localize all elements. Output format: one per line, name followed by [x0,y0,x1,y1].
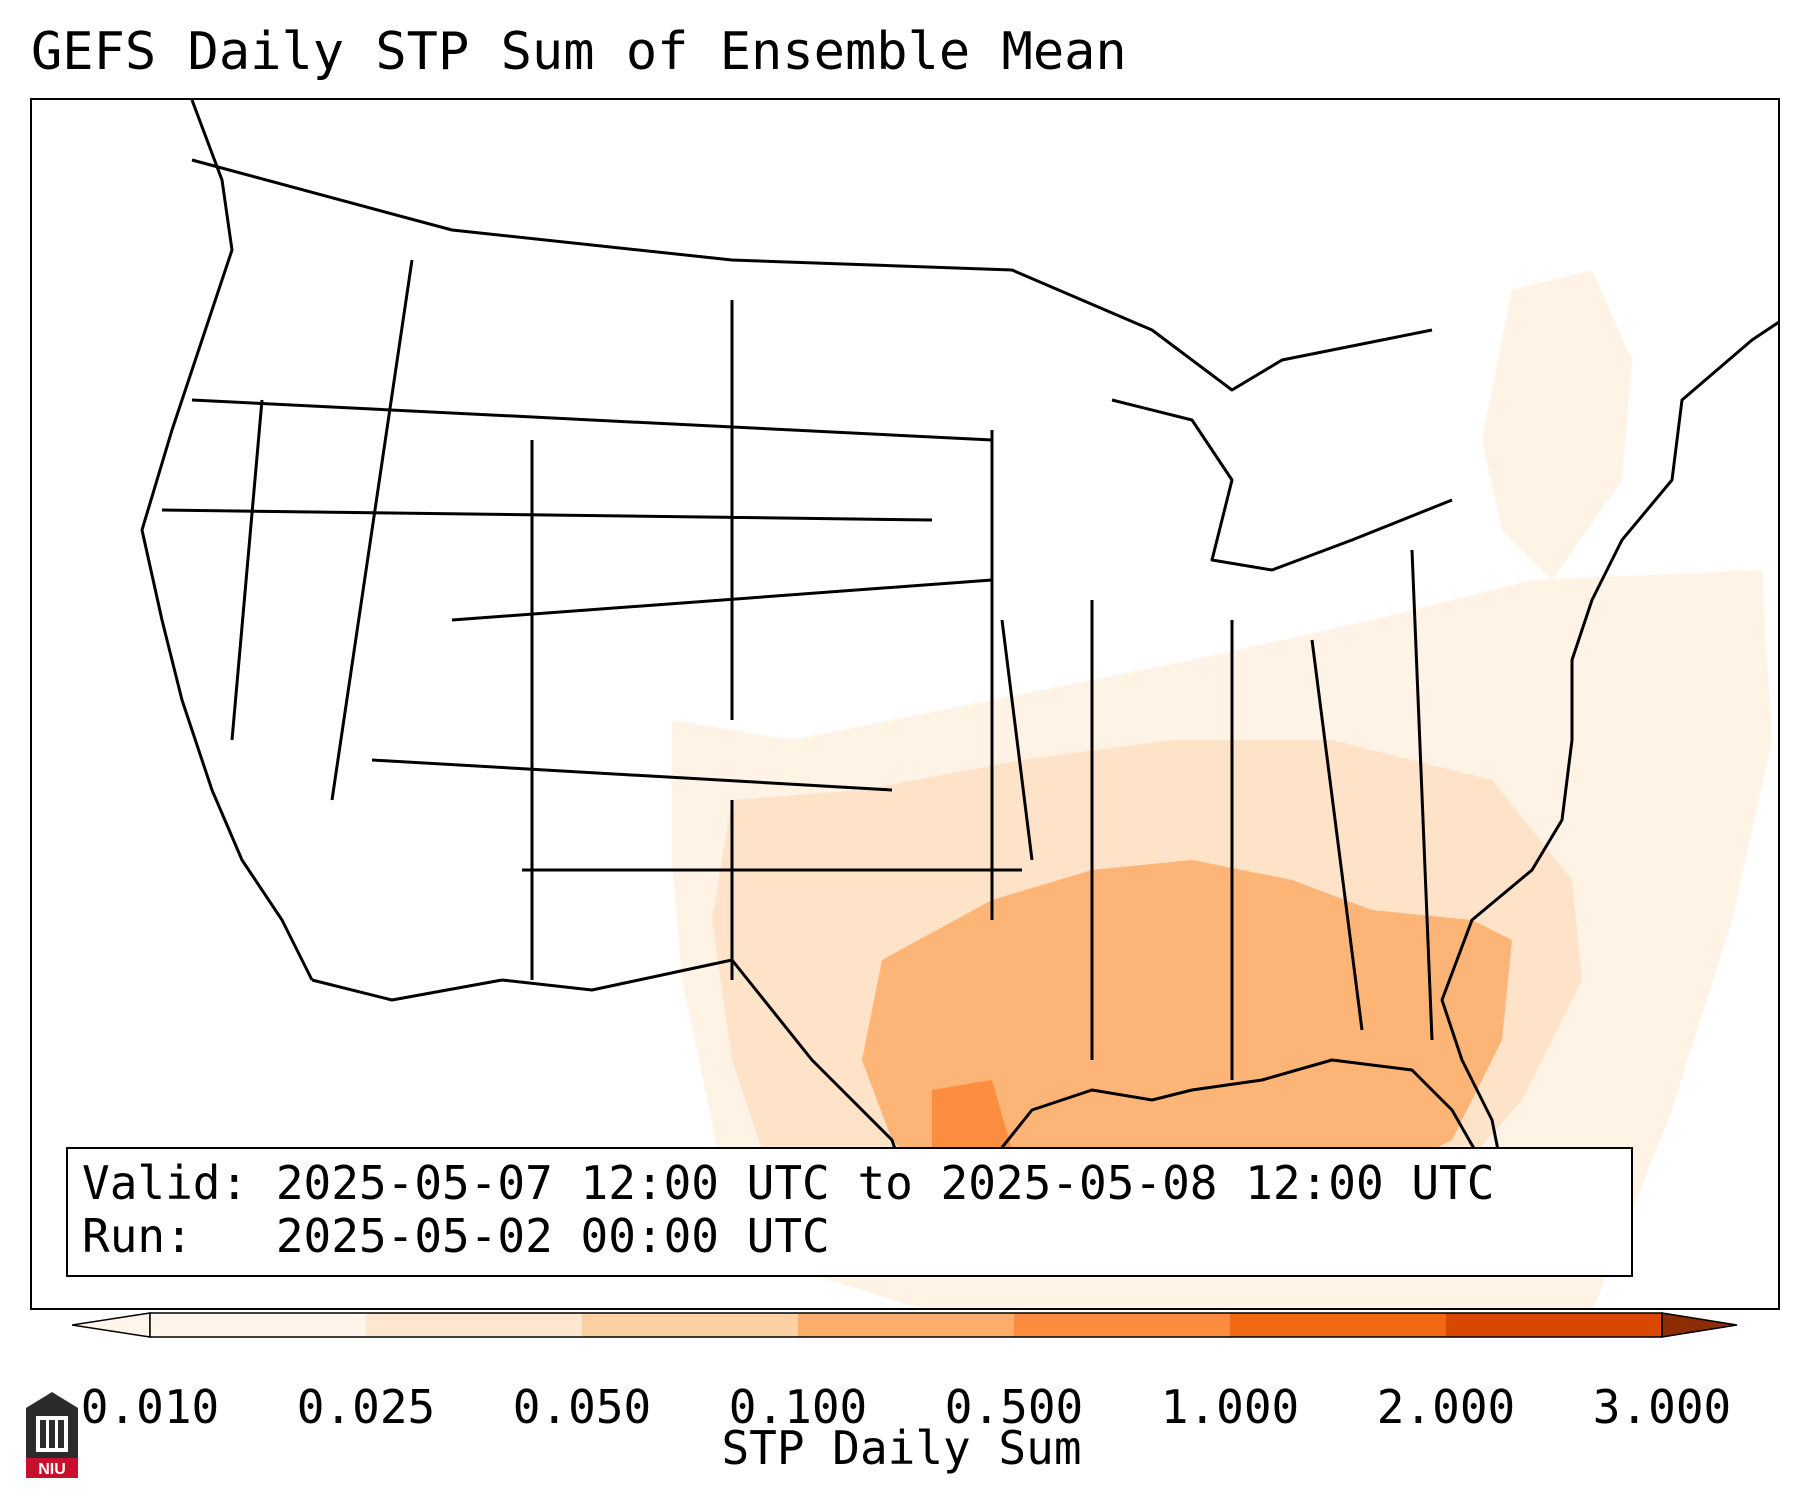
colorbar-tick-label: 2.000 [1376,1380,1516,1434]
niu-logo: NIU [26,1392,78,1478]
great-lakes [1111,398,1453,572]
colorbar-tick-label: 0.010 [80,1380,220,1434]
logo-text: NIU [38,1461,66,1478]
map-title: GEFS Daily STP Sum of Ensemble Mean [31,22,1127,82]
colorbar-label: STP Daily Sum [721,1421,1082,1475]
canada-border [191,158,1433,392]
colorbar-tick-label: 1.000 [1160,1380,1300,1434]
colorbar-under-triangle [72,1312,151,1338]
colorbar-bin [1446,1313,1663,1337]
colorbar-bin [1014,1313,1231,1337]
stp-level3-region [862,860,1512,1200]
colorbar-over-triangle [1661,1312,1738,1338]
colorbar-tick-label: 0.100 [728,1380,868,1434]
colorbar-tick-label: 0.050 [512,1380,652,1434]
atlantic-coast [1440,320,1778,1221]
colorbar-outline [149,1312,1663,1338]
colorbar-tick-label: 3.000 [1592,1380,1732,1434]
map-canvas [140,100,1778,1308]
colorbar-bin [798,1313,1015,1337]
colorbar-tick-label: 0.025 [296,1380,436,1434]
valid-run-box: Valid: 2025-05-07 12:00 UTC to 2025-05-0… [66,1147,1633,1277]
colorbar-bin [582,1313,799,1337]
colorbar-bin [366,1313,583,1337]
boundaries [140,100,1778,1222]
gulf-coast [501,958,1514,1222]
stp-level1-region-ne [1482,270,1632,580]
stp-field [672,270,1772,1308]
run-time-text: Run: 2025-05-02 00:00 UTC [82,1209,830,1263]
valid-time-text: Valid: 2025-05-07 12:00 UTC to 2025-05-0… [82,1156,1495,1210]
colorbar-bin [150,1313,367,1337]
colorbar-bins [150,1313,1663,1337]
map-panel [30,98,1780,1310]
colorbar-tick-label: 0.500 [944,1380,1084,1434]
state-line-1 [161,300,1034,920]
state-line-2 [230,259,1434,1080]
mexico-border [311,978,503,1002]
west-coast [140,100,314,981]
colorbar-bin [1230,1313,1447,1337]
colorbar [72,1312,1738,1338]
